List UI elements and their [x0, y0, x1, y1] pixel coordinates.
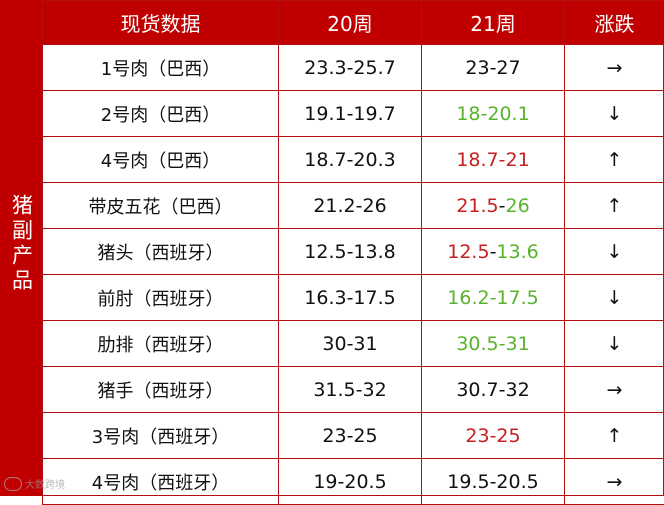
week-21-price-cell: 23-27: [422, 45, 565, 91]
product-name-cell: 带皮五花（巴西）: [43, 183, 279, 229]
header-change: 涨跌: [565, 1, 664, 45]
product-name-cell: 3号肉（西班牙）: [43, 413, 279, 459]
arrow-down-icon: ↓: [565, 229, 664, 275]
week-21-price-cell: 30.5-31: [422, 321, 565, 367]
arrow-up-icon: ↑: [565, 413, 664, 459]
week-20-price-cell: 23.3-25.7: [279, 45, 422, 91]
week-21-price-cell: 12.5-13.6: [422, 229, 565, 275]
arrow-up-icon: ↑: [565, 137, 664, 183]
week-21-price-segment: 30.7-32: [456, 379, 529, 401]
header-week-21: 21周: [422, 1, 565, 45]
header-spot-data: 现货数据: [43, 1, 279, 45]
product-name-cell: 4号肉（西班牙）: [43, 459, 279, 505]
week-21-price-segment: 13.6: [496, 241, 538, 263]
category-label: 猪副产品: [11, 194, 32, 294]
week-21-price-cell: 16.2-17.5: [422, 275, 565, 321]
table-row: 4号肉（巴西）18.7-20.3 18.7-21 ↑: [43, 137, 664, 183]
watermark-logo-icon: [4, 477, 22, 491]
week-21-price-segment: 26: [505, 195, 529, 217]
table-row: 1号肉（巴西）23.3-25.7 23-27 →: [43, 45, 664, 91]
week-21-price-segment: 18.7-21: [456, 149, 529, 171]
product-name-cell: 2号肉（巴西）: [43, 91, 279, 137]
week-21-price-cell: 23-25: [422, 413, 565, 459]
week-21-price-cell: 18-20.1: [422, 91, 565, 137]
week-21-price-segment: 16.2-17.5: [447, 287, 538, 309]
arrow-down-icon: ↓: [565, 275, 664, 321]
week-20-price-cell: 31.5-32: [279, 367, 422, 413]
arrow-down-icon: ↓: [565, 321, 664, 367]
table-row: 2号肉（巴西）19.1-19.7 18-20.1 ↓: [43, 91, 664, 137]
header-week-20: 20周: [279, 1, 422, 45]
week-20-price-cell: 19.1-19.7: [279, 91, 422, 137]
week-21-price-segment: 12.5: [447, 241, 489, 263]
week-21-price-segment: 19.5-20.5: [447, 471, 538, 493]
week-21-price-segment: 30.5-31: [456, 333, 529, 355]
table-row: 猪手（西班牙）31.5-32 30.7-32 →: [43, 367, 664, 413]
product-name-cell: 猪手（西班牙）: [43, 367, 279, 413]
week-21-price-cell: 19.5-20.5: [422, 459, 565, 505]
week-21-price-segment: 21.5: [456, 195, 498, 217]
week-21-price-segment: 18-20.1: [456, 103, 529, 125]
arrow-right-icon: →: [565, 45, 664, 91]
arrow-right-icon: →: [565, 459, 664, 505]
watermark: 大数跨境: [4, 476, 65, 491]
week-20-price-cell: 21.2-26: [279, 183, 422, 229]
week-21-price-cell: 21.5-26: [422, 183, 565, 229]
product-name-cell: 前肘（西班牙）: [43, 275, 279, 321]
product-name-cell: 猪头（西班牙）: [43, 229, 279, 275]
week-21-price-cell: 30.7-32: [422, 367, 565, 413]
week-20-price-cell: 19-20.5: [279, 459, 422, 505]
week-21-price-cell: 18.7-21: [422, 137, 565, 183]
week-21-price-segment: 23-25: [465, 425, 520, 447]
product-name-cell: 1号肉（巴西）: [43, 45, 279, 91]
week-20-price-cell: 18.7-20.3: [279, 137, 422, 183]
arrow-down-icon: ↓: [565, 91, 664, 137]
category-side-panel: 猪副产品: [0, 0, 42, 496]
product-name-cell: 肋排（西班牙）: [43, 321, 279, 367]
week-20-price-cell: 12.5-13.8: [279, 229, 422, 275]
watermark-text: 大数跨境: [25, 476, 65, 491]
table-row: 肋排（西班牙）30-31 30.5-31 ↓: [43, 321, 664, 367]
product-name-cell: 4号肉（巴西）: [43, 137, 279, 183]
arrow-up-icon: ↑: [565, 183, 664, 229]
week-20-price-cell: 23-25: [279, 413, 422, 459]
table-row: 4号肉（西班牙）19-20.5 19.5-20.5 →: [43, 459, 664, 505]
week-20-price-cell: 16.3-17.5: [279, 275, 422, 321]
week-21-price-segment: 23-27: [465, 57, 520, 79]
week-20-price-cell: 30-31: [279, 321, 422, 367]
table-header-row: 现货数据 20周 21周 涨跌: [43, 1, 664, 45]
arrow-right-icon: →: [565, 367, 664, 413]
table-row: 前肘（西班牙）16.3-17.5 16.2-17.5 ↓: [43, 275, 664, 321]
